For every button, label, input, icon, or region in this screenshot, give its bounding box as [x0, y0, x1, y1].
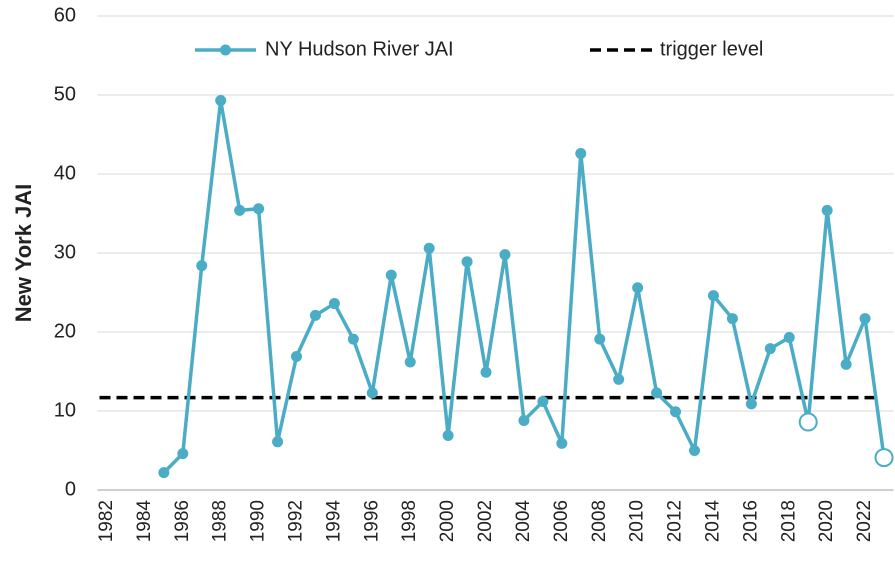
x-tick-label: 2020	[816, 500, 837, 542]
x-tick-label: 2018	[778, 500, 799, 542]
open-point	[874, 448, 894, 468]
x-tick-label: 2002	[475, 500, 496, 542]
point	[461, 256, 473, 268]
x-tick-label: 1998	[399, 500, 420, 542]
point	[707, 290, 719, 302]
x-tick-label: 2016	[740, 500, 761, 542]
point	[840, 358, 852, 370]
legend-label: NY Hudson River JAI	[265, 38, 454, 60]
point	[632, 282, 644, 294]
point	[366, 387, 378, 399]
point	[291, 350, 302, 362]
legend-label: trigger level	[660, 38, 763, 60]
point	[328, 298, 340, 310]
point	[442, 429, 454, 441]
point	[556, 437, 568, 449]
y-tick-label: 10	[54, 399, 76, 421]
point	[575, 147, 587, 159]
x-tick-label: 2000	[437, 500, 458, 542]
x-tick-label: 2014	[702, 500, 723, 543]
point	[234, 204, 246, 216]
x-tick-label: 1982	[96, 500, 117, 542]
point	[215, 95, 227, 107]
point	[764, 343, 776, 355]
point	[347, 333, 359, 345]
point	[537, 396, 549, 408]
y-tick-label: 20	[54, 320, 76, 342]
point	[594, 333, 606, 345]
x-tick-label: 1986	[172, 500, 193, 542]
point	[783, 332, 795, 344]
y-axis-label: New York JAI	[11, 184, 36, 323]
x-tick-label: 1996	[361, 500, 382, 542]
point	[670, 406, 682, 418]
x-tick-label: 2006	[551, 500, 572, 542]
x-tick-label: 1992	[286, 500, 307, 542]
x-tick-label: 2012	[665, 500, 686, 542]
point	[518, 414, 530, 426]
x-tick-label: 1990	[248, 500, 269, 542]
x-tick-label: 2022	[854, 500, 875, 542]
point	[499, 249, 511, 261]
open-point	[798, 412, 818, 432]
x-tick-label: 2008	[589, 500, 610, 542]
point	[158, 467, 170, 479]
y-tick-label: 50	[54, 83, 76, 105]
point	[177, 448, 189, 460]
x-tick-label: 1984	[134, 500, 155, 543]
x-tick-label: 2004	[513, 500, 534, 543]
x-tick-label: 1994	[323, 500, 344, 543]
y-tick-label: 60	[54, 4, 76, 26]
point	[821, 204, 833, 216]
point	[613, 373, 625, 385]
point	[253, 203, 265, 215]
point	[859, 313, 871, 325]
point	[480, 366, 492, 378]
point	[385, 269, 397, 281]
y-tick-label: 0	[65, 478, 76, 500]
x-tick-label: 2010	[627, 500, 648, 542]
point	[272, 436, 284, 448]
point	[423, 242, 435, 254]
x-tick-label: 1988	[210, 500, 231, 542]
point	[689, 445, 700, 456]
point	[404, 356, 416, 368]
point	[745, 398, 757, 410]
y-tick-label: 30	[54, 241, 76, 263]
legend-marker	[220, 44, 231, 56]
y-tick-label: 40	[54, 162, 76, 184]
point	[726, 313, 738, 325]
point	[651, 387, 663, 399]
point	[196, 260, 208, 272]
point	[309, 309, 321, 321]
